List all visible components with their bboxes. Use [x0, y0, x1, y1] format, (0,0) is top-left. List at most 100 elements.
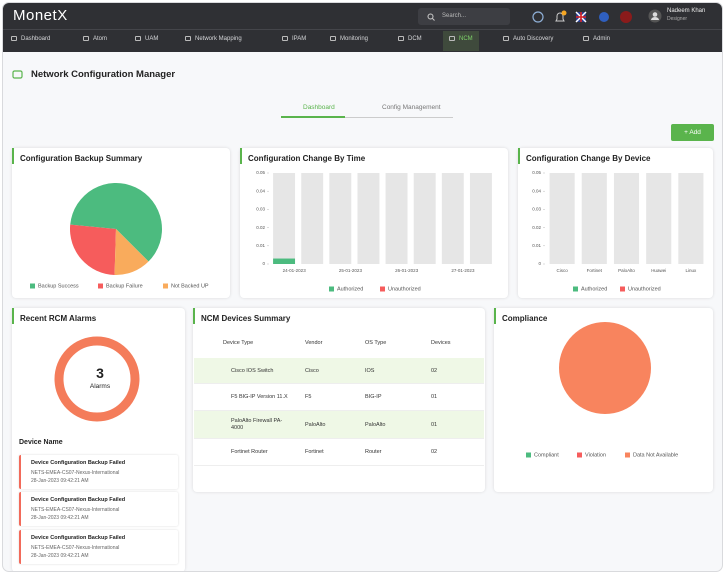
legend-label: Compliant — [534, 452, 559, 458]
charts-layer: Backup Success Backup Failure Not Backed U… — [30, 170, 704, 458]
x-tick-label: 25-01-2023 — [339, 268, 363, 273]
nav-item[interactable]: Admin — [583, 36, 610, 42]
alarm-ring — [54, 336, 140, 422]
legend-label: Data Not Available — [633, 452, 678, 458]
alarm-item[interactable]: Device Configuration Backup Failed NETS-E… — [19, 455, 178, 489]
legend-swatch — [380, 286, 385, 292]
y-tick-label: 0.05 — [532, 170, 541, 175]
nav-item[interactable]: DCM — [398, 36, 422, 42]
y-tick-label: 0.04 — [256, 188, 265, 193]
x-tick-label: 26-01-2023 — [395, 268, 419, 273]
card-title: Configuration Change By Device — [526, 154, 651, 163]
y-tick-label: 0.03 — [532, 207, 541, 212]
settings-icon[interactable] — [532, 11, 544, 23]
nav-label: DCM — [408, 36, 422, 42]
tab[interactable]: Config Management — [345, 101, 453, 118]
legend-swatch — [577, 452, 582, 458]
nav-label: Network Mapping — [195, 36, 242, 42]
table-cell: Fortinet — [305, 449, 324, 455]
legend-label: Unauthorized — [388, 286, 421, 292]
table-cell: BIG-IP — [365, 394, 382, 400]
nav-item[interactable]: UAM — [135, 36, 158, 42]
alarm-time: 28-Jan-2023 09:42:21 AM — [31, 515, 89, 521]
table-cell: PaloAlto Firewall PA-4000 — [231, 418, 283, 431]
user-name: Nadeem Khan — [667, 8, 706, 14]
card-title: NCM Devices Summary — [201, 314, 291, 323]
table-cell: 01 — [431, 394, 438, 400]
legend-label: Backup Success — [38, 283, 79, 289]
table-cell: PaloAlto — [305, 421, 326, 428]
search-icon — [427, 13, 435, 21]
alarm-count-label: Alarms — [89, 383, 111, 390]
pie-slice — [559, 322, 651, 414]
bell-icon[interactable] — [555, 12, 565, 22]
column-header: Device Type — [223, 340, 254, 346]
status-icon[interactable] — [620, 11, 632, 23]
legend-label: Authorized — [581, 286, 607, 292]
x-tick-label: 27-01-2023 — [451, 268, 475, 273]
x-tick-label: Linux — [686, 268, 698, 273]
alarm-device: NETS-EMEA-CS07-Nexus-International — [31, 507, 120, 513]
legend-label: Backup Failure — [106, 283, 143, 289]
legend-label: Not Backed UP — [171, 283, 209, 289]
bar-background — [413, 173, 436, 264]
alarm-item[interactable]: Device Configuration Backup Failed NETS-E… — [19, 530, 178, 564]
bar-background — [613, 173, 640, 264]
legend-label: Authorized — [337, 286, 363, 292]
column-header: Devices — [431, 340, 451, 346]
card-title: Recent RCM Alarms — [20, 314, 97, 323]
list-title: Device Name — [19, 439, 63, 446]
table-cell: 01 — [431, 421, 438, 428]
tab-label: Config Management — [382, 104, 441, 111]
nav-label: Auto Discovery — [513, 36, 554, 42]
nav-item[interactable]: Monitoring — [330, 36, 368, 42]
bar — [273, 258, 296, 264]
table-row[interactable]: Fortinet Router Fortinet Router 02 — [194, 439, 484, 466]
bar-background — [646, 173, 672, 264]
nav-label: NCM — [459, 36, 473, 42]
search-placeholder: Search... — [442, 13, 467, 19]
legend-swatch — [526, 452, 531, 458]
x-tick-label: PaloAlto — [618, 268, 635, 273]
y-tick-label: 0 — [262, 261, 265, 266]
tab[interactable]: Dashboard — [281, 101, 345, 118]
y-tick-label: 0 — [538, 261, 541, 266]
search-box[interactable]: Search... — [418, 8, 510, 25]
nav-item[interactable]: Auto Discovery — [503, 36, 553, 42]
nav-item[interactable]: IPAM — [282, 36, 306, 42]
table-row[interactable]: F5 BIG-IP Version 11.X F5 BIG-IP 01 — [194, 384, 484, 411]
user-role: Designer — [667, 16, 688, 22]
nav-item[interactable]: NCM — [449, 36, 473, 42]
bar-background — [385, 173, 408, 264]
bar-background — [469, 173, 492, 264]
card-title: Configuration Backup Summary — [20, 154, 143, 163]
column-header: Vendor — [305, 340, 323, 346]
add-button[interactable]: + Add — [671, 124, 714, 141]
tab-label: Dashboard — [303, 104, 335, 111]
globe-icon[interactable] — [599, 12, 609, 22]
legend-label: Violation — [585, 452, 606, 458]
legend-swatch — [620, 286, 625, 292]
table-cell: Cisco — [305, 367, 319, 374]
card-title: Configuration Change By Time — [248, 154, 366, 163]
bar-background — [549, 173, 575, 264]
avatar[interactable] — [648, 9, 662, 23]
alarm-item[interactable]: Device Configuration Backup Failed NETS-E… — [19, 492, 178, 526]
table-cell: F5 BIG-IP Version 11.X — [231, 394, 288, 400]
bar-background — [581, 173, 607, 264]
bar-background — [678, 173, 704, 264]
nav-label: IPAM — [292, 36, 307, 42]
legend-swatch — [30, 283, 35, 289]
table-row[interactable]: PaloAlto Firewall PA-4000 PaloAlto PaloAlt… — [194, 411, 484, 439]
bar-background — [329, 173, 352, 264]
nav-item[interactable]: Dashboard — [11, 36, 50, 42]
x-tick-label: Huawei — [651, 268, 666, 273]
table-cell: 02 — [431, 449, 438, 455]
nav-item[interactable]: Atom — [83, 36, 107, 42]
table-cell: Fortinet Router — [231, 449, 268, 455]
nav-item[interactable]: Network Mapping — [185, 36, 242, 42]
legend-swatch — [98, 283, 103, 289]
table-row[interactable]: Cisco IOS Switch Cisco IOS 02 — [194, 358, 484, 384]
